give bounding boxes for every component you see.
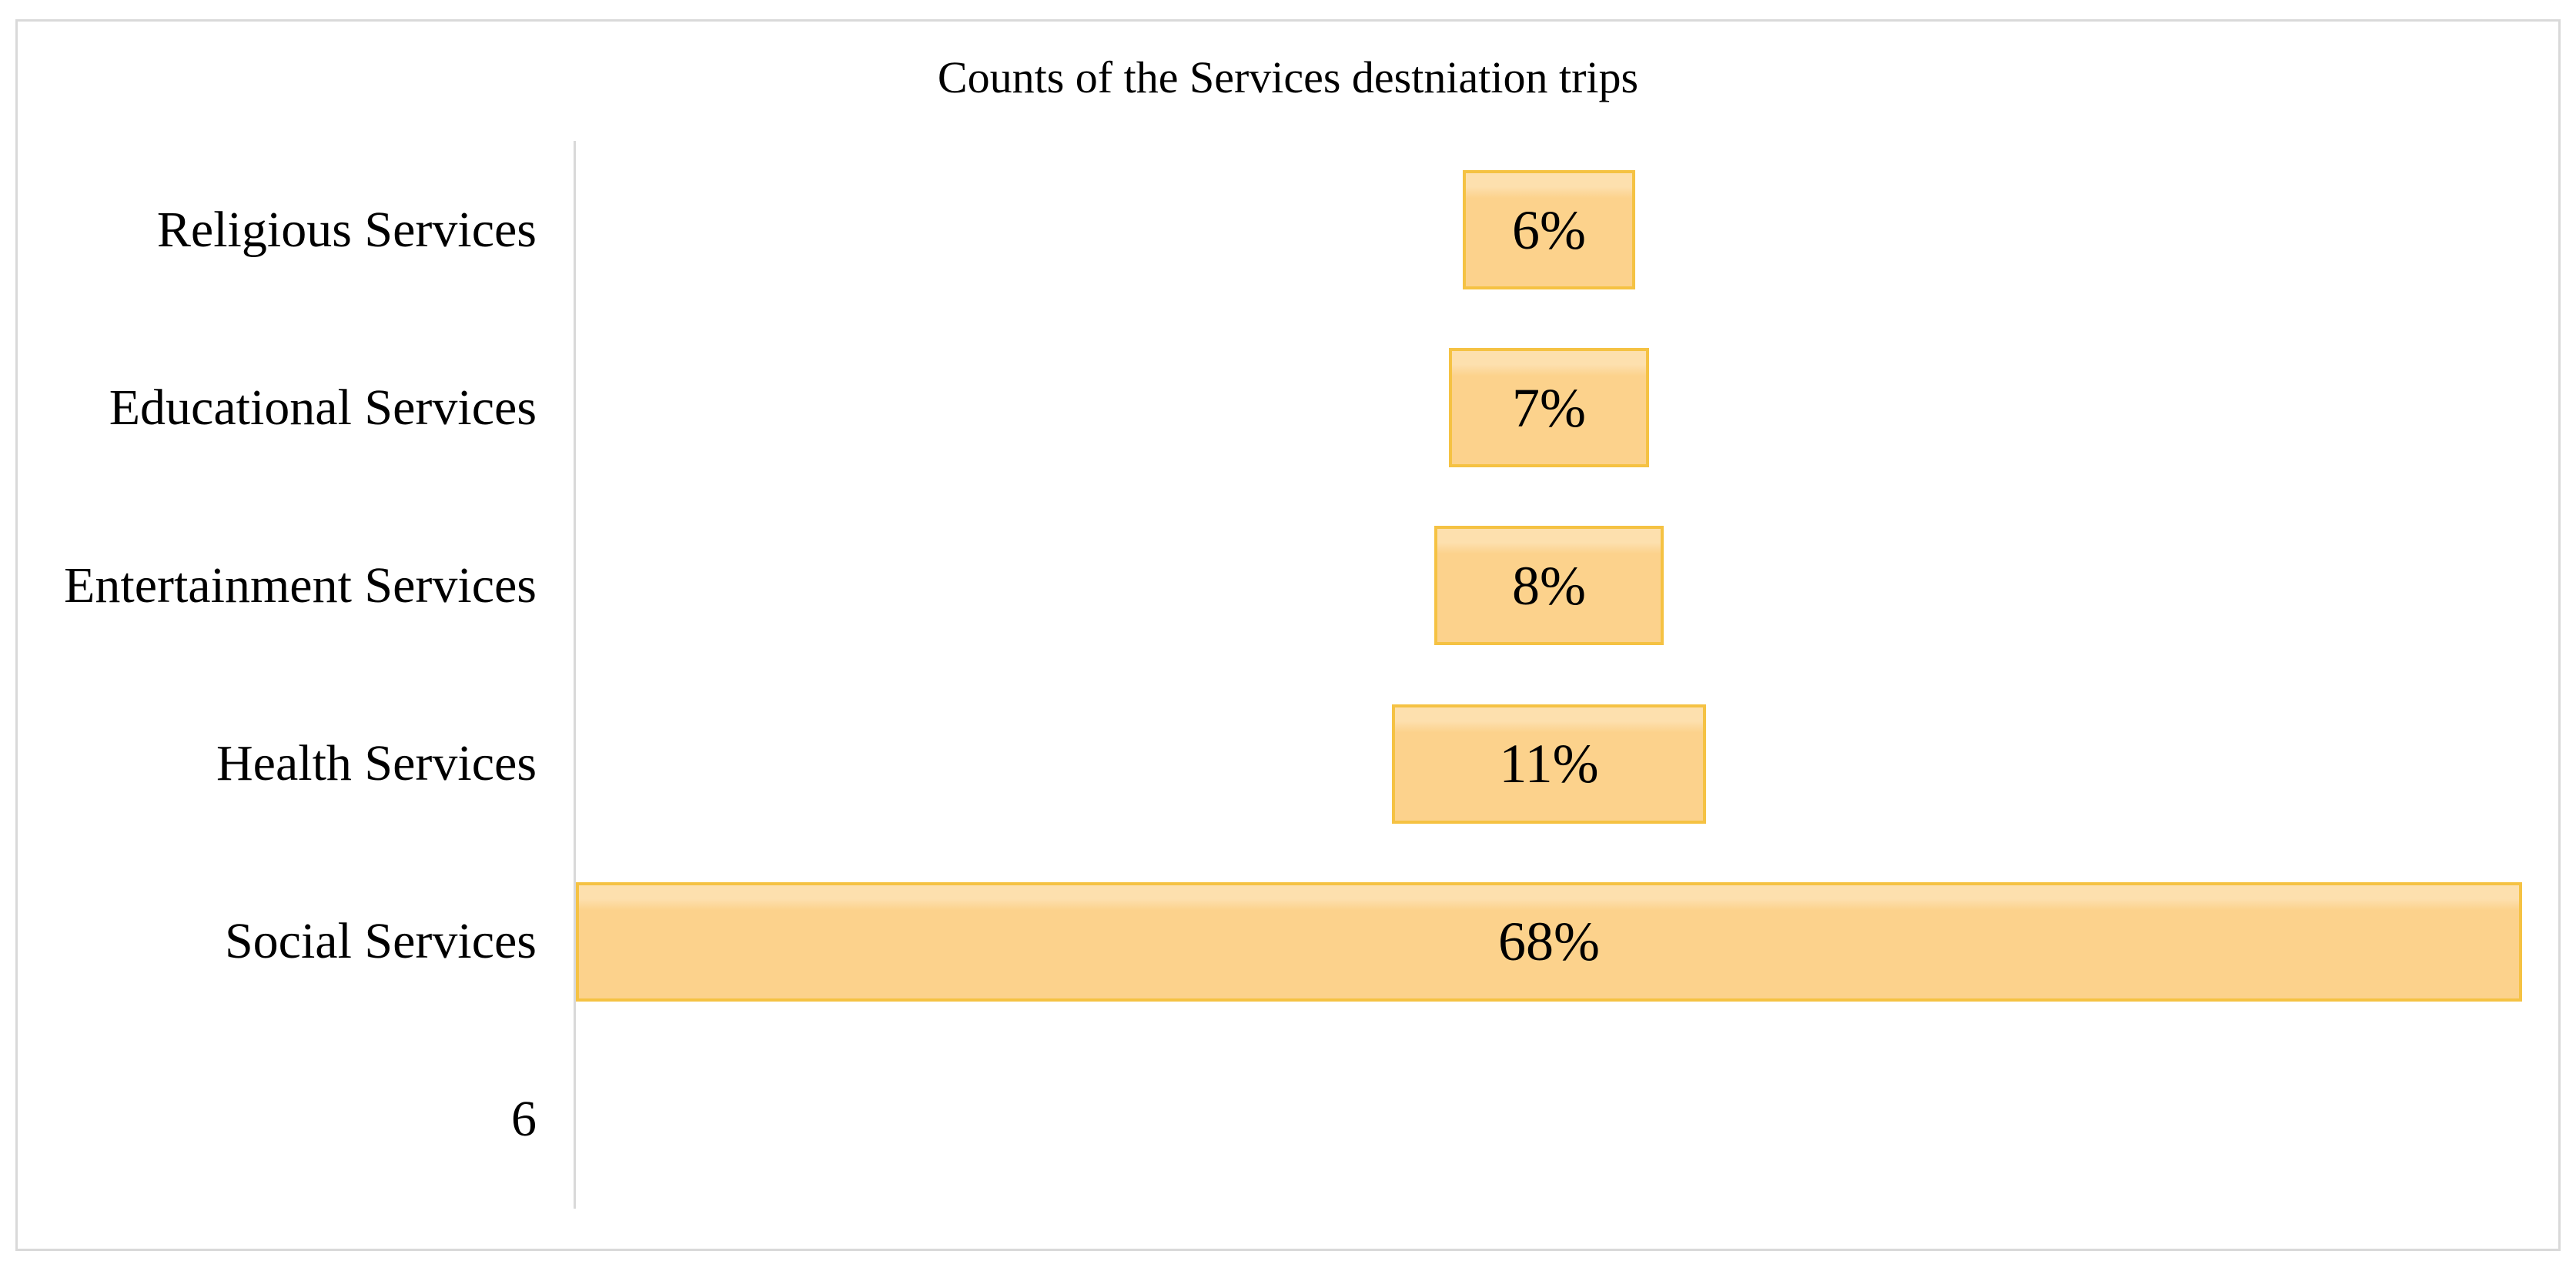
funnel-bar: 11% [1391, 704, 1707, 824]
bar-data-label: 8% [1512, 554, 1586, 617]
bar-row: 6% [576, 141, 2522, 319]
funnel-bar: 6% [1463, 170, 1635, 290]
funnel-bar: 8% [1434, 526, 1664, 646]
category-label: Health Services [216, 735, 537, 792]
category-label: 6 [511, 1091, 537, 1148]
bar-row: 7% [576, 319, 2522, 497]
funnel-bar: 68% [576, 881, 2522, 1002]
category-axis-labels: Religious Services Educational Services En… [0, 141, 537, 1209]
category-label: Social Services [224, 913, 537, 970]
category-label: Entertainment Services [64, 557, 537, 614]
bar-data-label: 68% [1498, 911, 1600, 973]
bar-row [576, 1031, 2522, 1209]
plot-area: 6% 7% 8% 11% 68% [576, 141, 2522, 1209]
bar-row: 8% [576, 497, 2522, 674]
category-label: Educational Services [109, 379, 537, 436]
category-axis-line [574, 141, 576, 1209]
bar-row: 68% [576, 853, 2522, 1031]
bar-row: 11% [576, 675, 2522, 853]
chart-frame [15, 19, 2561, 1251]
bar-data-label: 6% [1512, 199, 1586, 261]
chart-title: Counts of the Services destniation trips [937, 52, 1639, 102]
bar-data-label: 11% [1499, 733, 1599, 795]
funnel-bar: 7% [1448, 348, 1650, 468]
bar-data-label: 7% [1512, 376, 1586, 439]
category-label: Religious Services [156, 201, 537, 258]
